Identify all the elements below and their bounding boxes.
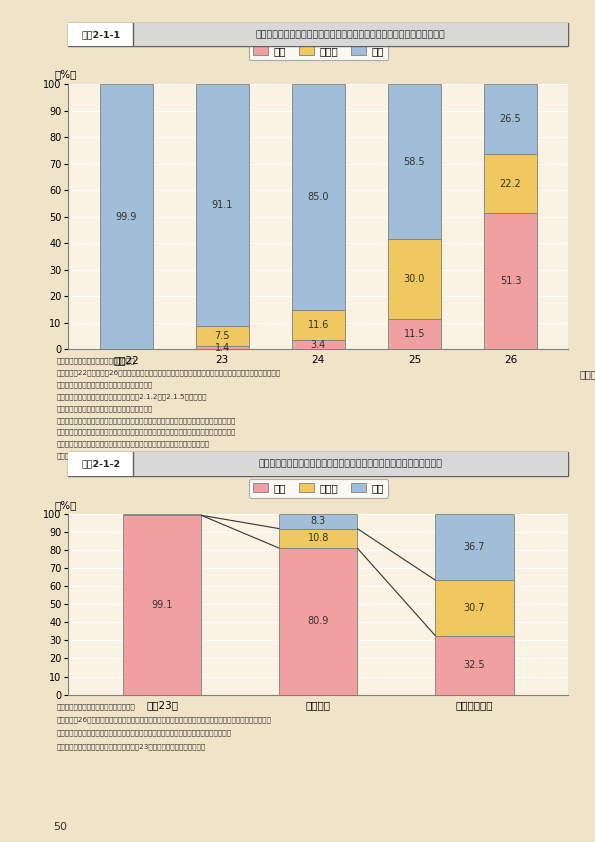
Bar [436, 514, 513, 580]
Text: 3.4: 3.4 [311, 340, 326, 350]
Text: その他東京圏：東京圏のうち、東京23区及び指定都市を除いた地域: その他東京圏：東京圏のうち、東京23区及び指定都市を除いた地域 [57, 743, 206, 750]
Bar [123, 514, 201, 515]
Text: 58.5: 58.5 [403, 157, 425, 167]
Text: 注１：平成26年地価公示の結果より、東京圏の地域別上昇、横ばい、下落した地点数の割合を示したもの。: 注１：平成26年地価公示の結果より、東京圏の地域別上昇、横ばい、下落した地点数の… [57, 717, 271, 723]
Bar [100, 84, 152, 349]
Text: 80.9: 80.9 [308, 616, 329, 626]
Text: 26.5: 26.5 [500, 115, 521, 125]
Text: 注２：地域区分は以下の通り。以下、図表2.1.2から2.1.5まで同じ。: 注２：地域区分は以下の通り。以下、図表2.1.2から2.1.5まで同じ。 [57, 393, 207, 400]
Bar [279, 529, 358, 548]
Text: 30.7: 30.7 [464, 603, 486, 613]
Text: 1.4: 1.4 [215, 343, 230, 353]
Text: （年）: （年） [580, 370, 595, 380]
Legend: 上昇, 横ばい, 下落: 上昇, 横ばい, 下落 [249, 479, 388, 498]
Text: 名古屋圏：中部圏開発整備法による都市整備区域を含む市町村の区域。: 名古屋圏：中部圏開発整備法による都市整備区域を含む市町村の区域。 [57, 440, 209, 447]
Bar [279, 548, 358, 695]
Bar [292, 340, 345, 349]
Bar [388, 319, 441, 349]
Y-axis label: （%）: （%） [54, 69, 77, 79]
Text: 50: 50 [54, 822, 68, 832]
Bar [123, 515, 201, 695]
Text: 東京圏：首都圏整備法による既成市街地及び近郊整備地帯を含む市区町村の区域。: 東京圏：首都圏整備法による既成市街地及び近郊整備地帯を含む市区町村の区域。 [57, 417, 236, 424]
Bar [388, 239, 441, 319]
Text: 11.6: 11.6 [308, 320, 329, 330]
Text: 7.5: 7.5 [214, 331, 230, 341]
Bar [484, 154, 537, 213]
Text: 8.3: 8.3 [311, 516, 326, 526]
Text: 注１：平成22年から平成26年までの地価公示の結果より、三大都市圏の全用途の地点別に見た上昇、横ばい、: 注１：平成22年から平成26年までの地価公示の結果より、三大都市圏の全用途の地点… [57, 370, 281, 376]
Text: 99.1: 99.1 [152, 600, 173, 610]
Bar [196, 84, 249, 326]
Text: 51.3: 51.3 [500, 276, 521, 286]
Text: 三大都市圏の地価動向（全用途）（上昇、横ばい、下落の地点数の推移）: 三大都市圏の地価動向（全用途）（上昇、横ばい、下落の地点数の推移） [256, 30, 446, 39]
Bar [388, 84, 441, 239]
Bar [133, 23, 568, 46]
Text: 地方圏：三大都市圏を除く地域。: 地方圏：三大都市圏を除く地域。 [57, 452, 140, 459]
Text: 注２：指定都市：埼玉県さいたま市、千葉県千葉市、神奈川県横浜市、川崎市、相模原市: 注２：指定都市：埼玉県さいたま市、千葉県千葉市、神奈川県横浜市、川崎市、相模原市 [57, 730, 231, 737]
Text: 三大都市圏：東京圏、大阪圏、名古屋圏。: 三大都市圏：東京圏、大阪圏、名古屋圏。 [57, 405, 153, 412]
Bar [484, 213, 537, 349]
Bar [196, 326, 249, 346]
Text: 22.2: 22.2 [500, 179, 521, 189]
Bar [279, 514, 358, 529]
Text: 30.0: 30.0 [404, 274, 425, 284]
Legend: 上昇, 横ばい, 下落: 上昇, 横ばい, 下落 [249, 41, 388, 61]
Bar [292, 84, 345, 310]
Bar [133, 452, 568, 476]
Text: 下落の地点数の割合の推移を示したもの。: 下落の地点数の割合の推移を示したもの。 [57, 381, 153, 388]
Text: 図表2-1-1: 図表2-1-1 [82, 30, 120, 39]
Bar [436, 636, 513, 695]
Text: 99.9: 99.9 [115, 211, 137, 221]
Bar [68, 23, 133, 46]
Text: 図表2-1-2: 図表2-1-2 [82, 460, 120, 468]
Text: 91.1: 91.1 [211, 200, 233, 210]
Text: 大阪圏：近畿圏整備法による既成都市区域及び近郊整備区域を含む市町村の区域。: 大阪圏：近畿圏整備法による既成都市区域及び近郊整備区域を含む市町村の区域。 [57, 429, 236, 435]
Bar [436, 580, 513, 636]
Text: 36.7: 36.7 [464, 542, 486, 552]
Bar [292, 310, 345, 340]
Text: 32.5: 32.5 [464, 660, 486, 670]
Text: 11.5: 11.5 [403, 329, 425, 339]
Text: 資料：国土交通省「地価公示」より作成: 資料：国土交通省「地価公示」より作成 [57, 703, 135, 710]
Text: 10.8: 10.8 [308, 534, 329, 543]
Text: 85.0: 85.0 [308, 192, 329, 202]
Text: 東京圏の地域別の地価動向（商業地）（上昇、横ばい、下落の地点数）: 東京圏の地域別の地価動向（商業地）（上昇、横ばい、下落の地点数） [259, 460, 443, 468]
Bar [196, 346, 249, 349]
Y-axis label: （%）: （%） [54, 500, 77, 510]
Bar [68, 452, 133, 476]
Text: 資料：国土交通省「地価公示」より作成: 資料：国土交通省「地価公示」より作成 [57, 358, 135, 365]
Bar [484, 84, 537, 154]
